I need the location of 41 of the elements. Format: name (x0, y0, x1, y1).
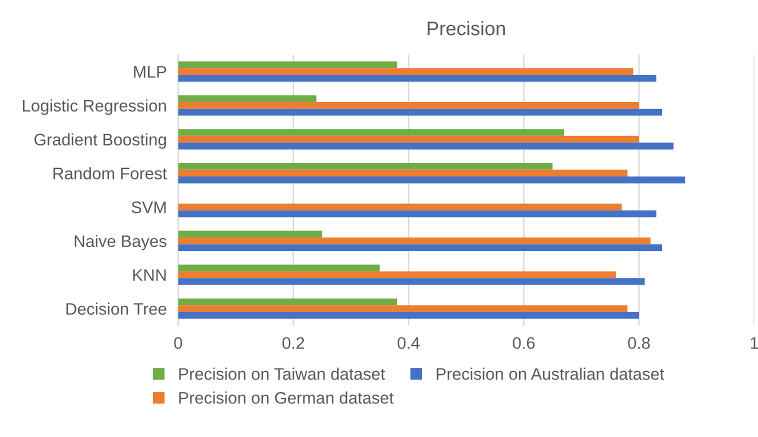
bar (178, 142, 674, 150)
bar (178, 271, 616, 278)
bar (178, 74, 656, 82)
bar (178, 176, 686, 184)
bar (178, 102, 639, 109)
x-tick-label: 0.2 (282, 337, 304, 349)
legend-label: Precision on Australian dataset (436, 368, 664, 380)
bar (178, 108, 662, 116)
bar (178, 136, 639, 143)
bar (178, 61, 398, 68)
legend-label: Precision on Taiwan dataset (179, 368, 385, 380)
bar (178, 264, 380, 272)
bar (178, 95, 316, 102)
x-tick-label: 0.4 (398, 337, 420, 349)
bar (178, 204, 622, 210)
bar (178, 210, 656, 218)
bar (178, 305, 628, 312)
bar (178, 163, 553, 170)
legend-label: Precision on German dataset (179, 392, 394, 404)
bar (178, 278, 645, 285)
x-tick-label: 0.6 (512, 337, 535, 349)
bar (178, 129, 564, 136)
y-tick-label: Random Forest (54, 167, 167, 180)
chart-title: Precision (428, 21, 505, 36)
bar (178, 238, 651, 244)
y-tick-label: KNN (133, 269, 166, 281)
y-tick-label: Decision Tree (66, 302, 166, 315)
bar (178, 312, 639, 319)
bar (178, 244, 662, 252)
y-tick-label: Naive Bayes (74, 234, 166, 250)
y-tick-label: Logistic Regression (22, 99, 166, 115)
bar (178, 170, 628, 177)
x-tick-label: 0 (174, 337, 182, 349)
x-tick-label: 0.8 (628, 337, 650, 349)
y-tick-label: MLP (134, 66, 166, 78)
bar (178, 230, 322, 238)
x-tick-label: 1 (750, 337, 758, 349)
y-tick-label: Gradient Boosting (34, 133, 166, 149)
y-tick-label: SVM (132, 201, 166, 214)
bar (178, 68, 634, 75)
bar (178, 298, 398, 306)
